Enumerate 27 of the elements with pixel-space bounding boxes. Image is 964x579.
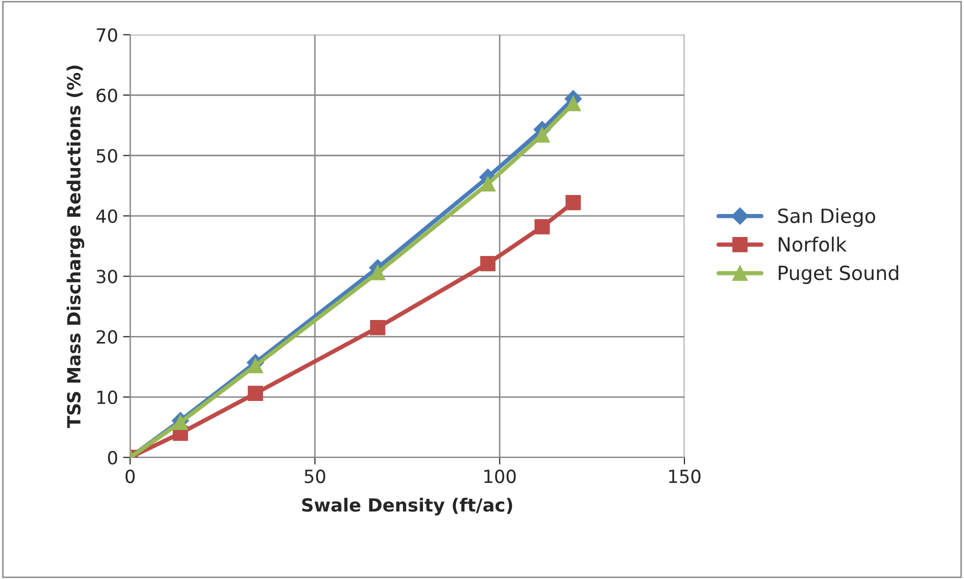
y-tick-label: 0	[108, 450, 118, 465]
x-tick-label: 50	[304, 470, 326, 484]
x-tick-label: 0	[126, 470, 135, 484]
x-tick-label: 150	[669, 470, 700, 484]
y-tick-label: 10	[97, 390, 118, 404]
y-tick-label: 70	[96, 28, 118, 42]
point	[534, 127, 550, 143]
y-tick-label: 30	[96, 270, 118, 284]
point	[370, 265, 386, 280]
legend-label: San Diego	[778, 208, 876, 227]
point	[480, 256, 496, 272]
point	[534, 219, 550, 234]
point	[480, 176, 496, 192]
legend-label: Puget Sound	[778, 265, 898, 284]
point	[566, 96, 581, 112]
y-tick-label: 40	[96, 209, 118, 223]
legend-label: Norfolk	[778, 236, 847, 252]
point	[248, 386, 264, 402]
point	[370, 320, 386, 336]
y-tick-label: 50	[96, 148, 118, 163]
x-axis-title: Swale Density (ft/ac)	[302, 498, 512, 516]
point	[248, 358, 264, 374]
point	[566, 194, 581, 210]
y-tick-label: 20	[96, 330, 118, 344]
y-tick-label: 60	[96, 88, 118, 102]
x-tick-label: 100	[484, 470, 516, 484]
y-axis-title: TSS Mass Discharge Reductions (%)	[66, 66, 84, 428]
